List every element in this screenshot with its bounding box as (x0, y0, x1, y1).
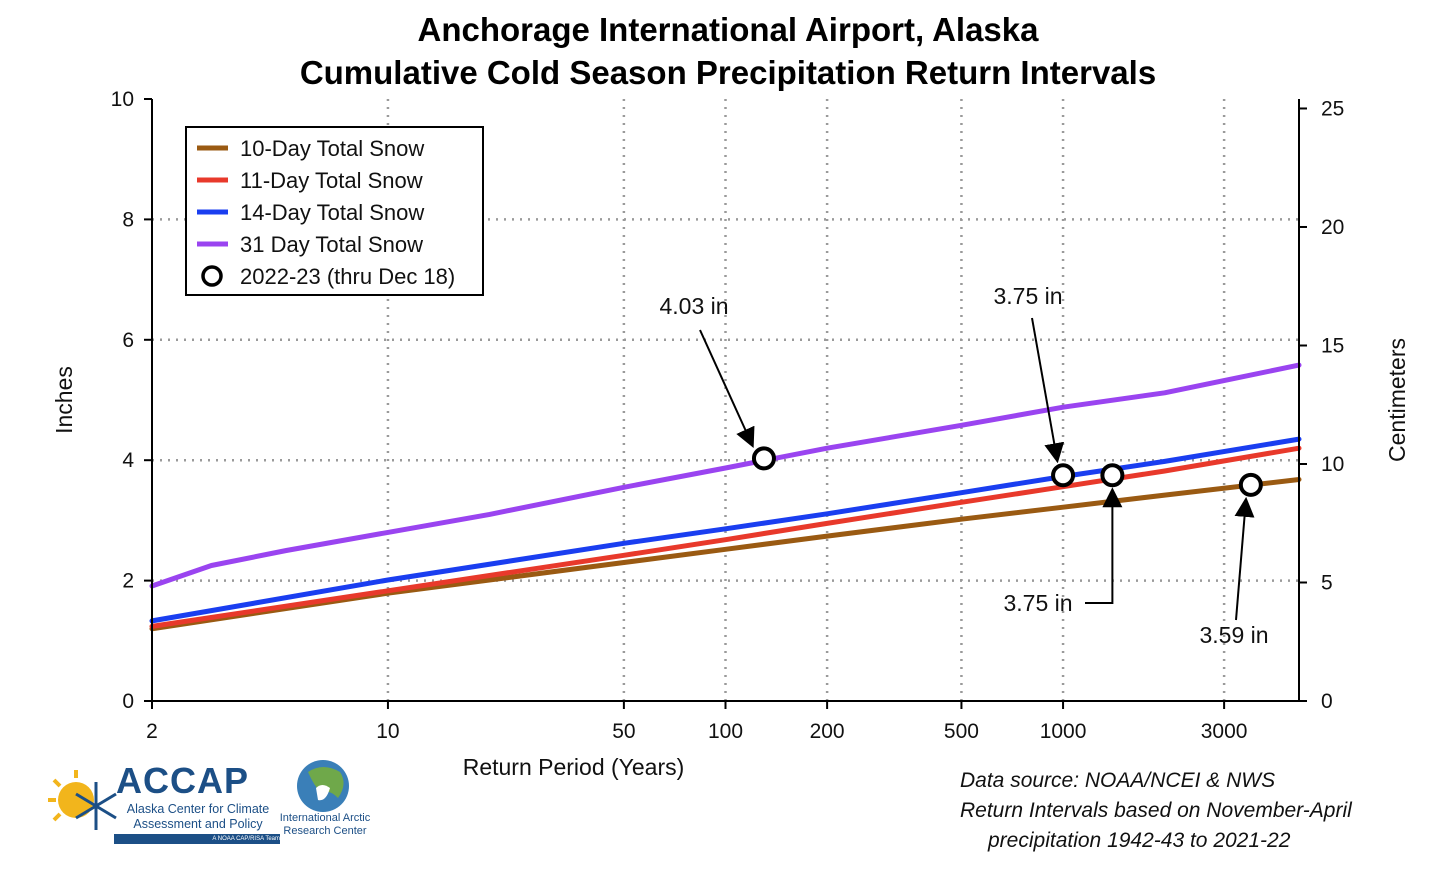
series-line (149, 362, 1302, 589)
legend-entry-label: 14-Day Total Snow (240, 200, 424, 225)
source-line-1: Data source: NOAA/NCEI & NWS (960, 769, 1276, 792)
legend-entry-label: 11-Day Total Snow (240, 168, 423, 193)
season-point-marker (1238, 472, 1263, 497)
series-line (149, 436, 1302, 624)
x-tick-label: 2 (146, 720, 158, 743)
annotation-label: 3.59 in (1199, 622, 1268, 648)
source-line-2: Return Intervals based on November-April (960, 799, 1352, 822)
annotation-arrow (1031, 317, 1065, 464)
axes: 2 10 50 100 200 500 1000 300002468100510152025R… (51, 88, 1410, 780)
y-tick-label: 10 (111, 88, 134, 111)
legend-entry-label: 2022-23 (thru Dec 18) (240, 264, 455, 289)
x-axis-label: Return Period (Years) (463, 754, 685, 780)
chart-title-line1: Anchorage International Airport, Alaska (417, 11, 1039, 48)
chart-title-line2: Cumulative Cold Season Precipitation Ret… (299, 54, 1157, 91)
accap-wordmark: ACCAP (116, 760, 250, 801)
annotation-arrow (1234, 496, 1255, 621)
legend: 10-Day Total Snow 11-Day Total Snow 14-Day… (185, 126, 484, 296)
sun-snowflake-icon (48, 770, 117, 830)
y-tick-label: 2 (122, 570, 134, 593)
y-tick-label: 6 (122, 329, 134, 352)
season-point-marker (1100, 463, 1125, 488)
annotation-arrow (699, 329, 755, 449)
series-layer (149, 362, 1302, 632)
accap-logo: ACCAP Alaska Center for Climate Assessme… (48, 760, 280, 848)
y2-tick-label: 10 (1321, 453, 1344, 476)
y-tick-label: 8 (122, 208, 134, 231)
legend-entry-label: 10-Day Total Snow (240, 136, 424, 161)
globe-icon (297, 760, 349, 812)
y2-tick-label: 25 (1321, 97, 1344, 120)
source-line-3: precipitation 1942-43 to 2021-22 (988, 829, 1291, 852)
x-tick-label: 500 (944, 720, 979, 743)
annotation-label: 3.75 in (1003, 590, 1072, 616)
x-tick-label: 1000 (1040, 720, 1087, 743)
y2-tick-label: 15 (1321, 334, 1344, 357)
legend-point-swatch (201, 265, 223, 287)
x-tick-label: 50 (612, 720, 635, 743)
accap-subtitle: Alaska Center for Climate Assessment and… (126, 802, 270, 831)
data-source-note: Data source: NOAA/NCEI & NWS Return Inte… (960, 766, 1400, 856)
y2-tick-label: 20 (1321, 216, 1344, 239)
annotation-label: 4.03 in (659, 293, 728, 319)
y2-tick-label: 5 (1321, 571, 1333, 594)
series-line (149, 445, 1302, 629)
series-line (149, 477, 1302, 632)
x-tick-label: 10 (376, 720, 399, 743)
y2-axis-label: Centimeters (1384, 338, 1410, 462)
legend-entry-label: 31 Day Total Snow (240, 232, 423, 257)
y-axis-label: Inches (51, 366, 77, 434)
iarc-name: International Arctic Research Center (279, 812, 371, 837)
y2-tick-label: 0 (1321, 690, 1333, 713)
legend-box (185, 126, 484, 296)
annotations: 4.03 in 3.75 in 3.75 in 3.59 in (659, 283, 1268, 648)
y-tick-label: 0 (122, 690, 134, 713)
y-tick-label: 4 (122, 449, 134, 472)
season-point-marker (1051, 463, 1076, 488)
season-point-marker (751, 446, 776, 471)
iarc-logo: International Arctic Research Center (278, 758, 370, 850)
x-tick-label: 100 (708, 720, 743, 743)
accap-bar: A NOAA CAP/RISA Team (114, 834, 280, 844)
annotation-label: 3.75 in (993, 283, 1062, 309)
x-tick-label: 200 (810, 720, 845, 743)
x-tick-label: 3000 (1201, 720, 1248, 743)
points-layer (751, 446, 1263, 497)
annotation-arrow (1085, 487, 1123, 604)
